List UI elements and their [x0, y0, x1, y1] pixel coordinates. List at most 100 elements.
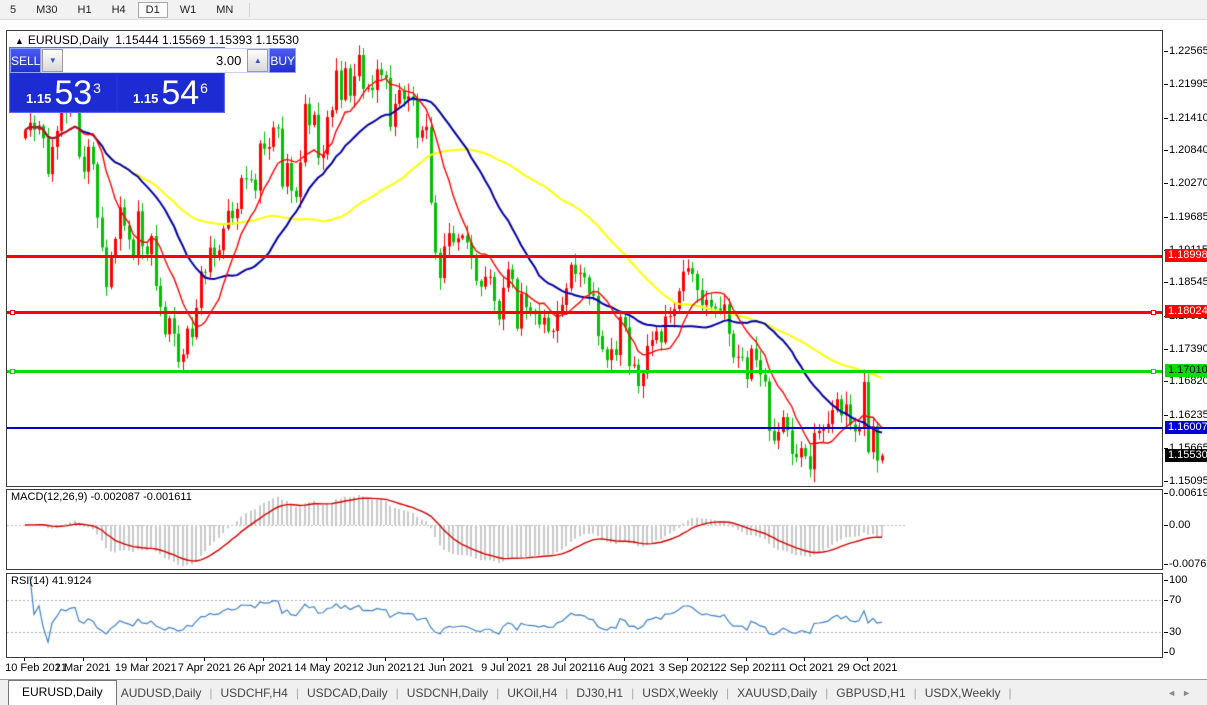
volume-input[interactable]	[63, 49, 248, 72]
date-tick	[204, 658, 206, 661]
price-tick-1.20270: 1.20270	[1169, 177, 1207, 190]
date-label: 19 Mar 2021	[114, 662, 177, 674]
tab-usdcnh-daily-4[interactable]: USDCNH,Daily	[406, 686, 489, 700]
volume-increase-button[interactable]: ▲	[247, 49, 269, 72]
price-tick-1.16235: 1.16235	[1169, 409, 1207, 422]
scale-tick	[1164, 480, 1168, 482]
tab-scroll-right-icon[interactable]: ►	[1182, 688, 1197, 698]
date-tick	[506, 658, 508, 661]
date-label: 10 Feb 2021	[5, 662, 67, 674]
macd-value: -0.002087	[90, 491, 141, 503]
timeframe-button-mn[interactable]: MN	[216, 3, 234, 16]
hline-handle-1.17010[interactable]	[10, 368, 15, 374]
rsi-canvas[interactable]	[7, 574, 1162, 657]
hline-handle-1.18024[interactable]	[10, 310, 15, 316]
buy-button[interactable]: BUY	[269, 48, 297, 73]
tab-usdx-weekly-10[interactable]: USDX,Weekly	[924, 686, 1001, 700]
hline-1.18998[interactable]	[7, 255, 1162, 259]
hline-price-label-1.16007: 1.16007	[1165, 421, 1207, 435]
rsi-tick-30: 30	[1169, 626, 1182, 638]
date-label: 9 Jul 2021	[481, 662, 532, 674]
price-tick-1.20840: 1.20840	[1169, 144, 1207, 157]
tab-audusd-daily-1[interactable]: AUDUSD,Daily	[120, 686, 202, 700]
tab-scroll-left-icon[interactable]: ◄	[1167, 688, 1183, 698]
tab-usdchf-h4-2[interactable]: USDCHF,H4	[220, 686, 288, 700]
timeframe-button-h1[interactable]: H1	[77, 3, 92, 16]
macd-label: MACD(12,26,9) -0.002087 -0.001611	[11, 491, 192, 503]
sell-button[interactable]: SELL	[10, 48, 42, 73]
tab-usdcad-daily-3[interactable]: USDCAD,Daily	[306, 686, 388, 700]
hline-handle-1.17010[interactable]	[1151, 368, 1156, 374]
hline-price-label-1.18998: 1.18998	[1165, 249, 1207, 263]
tab-eurusd-daily-0[interactable]: EURUSD,Daily	[8, 679, 117, 705]
hline-1.18024[interactable]	[7, 311, 1162, 315]
tab-usdx-weekly-7[interactable]: USDX,Weekly	[642, 686, 718, 700]
scale-tick	[1164, 381, 1168, 383]
scale-tick	[1164, 51, 1168, 53]
ohlc-close: 1.15530	[255, 33, 299, 47]
price-tick-1.21995: 1.21995	[1169, 78, 1207, 91]
macd-tick--0.00762: -0.00762	[1169, 557, 1207, 570]
rsi-label: RSI(14) 41.9124	[11, 575, 92, 587]
hline-1.16007[interactable]	[7, 427, 1162, 430]
timeframe-toolbar: 5 M30 H1 H4 D1 W1 MN	[0, 0, 1207, 20]
scale-tick	[1164, 84, 1168, 86]
main-chart-panel: ▲ EURUSD,Daily 1.15444 1.15569 1.15393 1.…	[6, 30, 1163, 487]
tab-separator: |	[565, 686, 569, 700]
hline-1.17010[interactable]	[7, 369, 1162, 373]
ohlc-high: 1.15569	[162, 33, 206, 47]
scale-tick	[1164, 117, 1168, 119]
timeframe-button-h4[interactable]: H4	[111, 3, 126, 16]
tab-ukoil-h4-5[interactable]: UKOil,H4	[507, 686, 558, 700]
price-scale[interactable]: 1.22565 1.21995 1.21410 1.20840 1.20270 1.196…	[1164, 30, 1207, 658]
tab-xauusd-daily-8[interactable]: XAUUSD,Daily	[737, 686, 818, 700]
tab-separator: |	[395, 686, 399, 700]
tab-gbpusd-h1-9[interactable]: GBPUSD,H1	[836, 686, 906, 700]
date-label: 28 Jul 2021	[536, 662, 594, 674]
price-tick-1.15095: 1.15095	[1169, 474, 1207, 487]
date-label: 16 Aug 2021	[592, 662, 655, 674]
sell-price-prefix: 1.15	[26, 91, 52, 106]
scale-tick	[1164, 563, 1168, 565]
date-axis[interactable]: 10 Feb 2021 1 Mar 2021 19 Mar 2021 7 Apr 20…	[5, 658, 1163, 678]
scale-tick	[1164, 600, 1168, 601]
buy-price[interactable]: 1.15 54 6	[118, 74, 223, 111]
scale-tick	[1164, 183, 1168, 185]
tab-separator: |	[209, 686, 213, 700]
price-tick-1.22565: 1.22565	[1169, 45, 1207, 58]
rsi-value: 41.9124	[51, 575, 92, 587]
rsi-tick-70: 70	[1169, 594, 1182, 606]
date-tick	[384, 658, 386, 661]
date-tick	[326, 658, 328, 661]
ohlc-low: 1.15393	[208, 33, 253, 47]
scale-tick	[1164, 447, 1168, 449]
price-tick-1.19685: 1.19685	[1169, 210, 1207, 223]
sell-price[interactable]: 1.15 53 3	[11, 74, 116, 111]
timeframe-button-m30[interactable]: M30	[36, 3, 58, 16]
scale-tick	[1164, 580, 1168, 581]
scale-tick	[1164, 493, 1168, 495]
bid-price-label: 1.15530	[1165, 448, 1207, 462]
tab-dj30-h1-6[interactable]: DJ30,H1	[576, 686, 624, 700]
hline-handle-1.18024[interactable]	[1151, 310, 1156, 316]
scale-tick	[1164, 150, 1168, 152]
scale-tick	[1164, 348, 1168, 350]
collapse-objects-icon[interactable]: ▲	[15, 36, 24, 46]
rsi-tick-100: 100	[1169, 574, 1188, 586]
scale-tick	[1164, 632, 1168, 633]
price-tick-1.18545: 1.18545	[1169, 276, 1207, 289]
volume-decrease-button[interactable]: ▼	[42, 49, 64, 72]
date-label: 26 Apr 2021	[233, 662, 293, 674]
date-label: 1 Mar 2021	[54, 662, 111, 674]
tab-separator: |	[1008, 686, 1012, 700]
rsi-indicator-panel: RSI(14) 41.9124	[6, 573, 1163, 658]
timeframe-button-w1[interactable]: W1	[179, 3, 197, 16]
ohlc-open: 1.15444	[115, 33, 159, 47]
scale-tick	[1164, 525, 1168, 526]
hline-price-label-1.17010: 1.17010	[1165, 363, 1207, 377]
timeframe-button-5[interactable]: 5	[10, 3, 17, 16]
timeframe-button-d1[interactable]: D1	[137, 1, 168, 18]
tab-separator: |	[913, 686, 917, 700]
macd-canvas[interactable]	[7, 490, 1162, 569]
